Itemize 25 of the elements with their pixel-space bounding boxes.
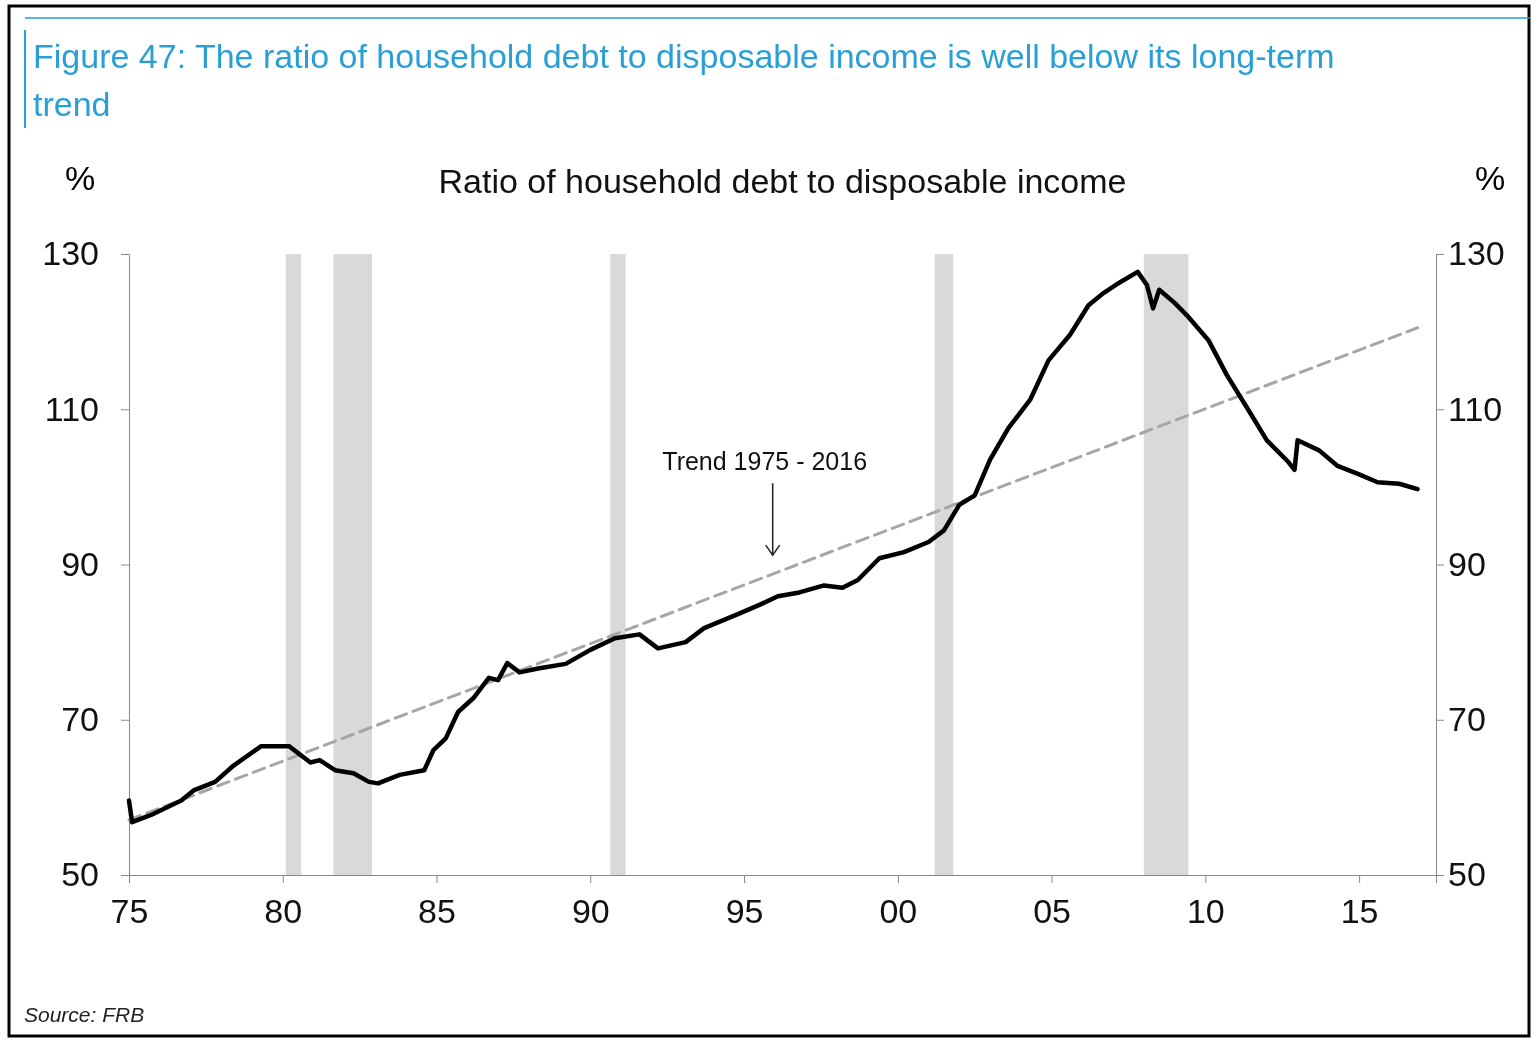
- annotation: Trend 1975 - 2016: [662, 447, 868, 476]
- x-tick-label: 85: [418, 892, 456, 931]
- x-tick-label: 05: [1033, 892, 1071, 931]
- y-axis-title: %: [64, 159, 96, 197]
- chart-subtitle: Ratio of household debt to disposable income: [438, 162, 1127, 200]
- y2-tick-label: 70: [1448, 700, 1486, 739]
- x-tick-label: 95: [725, 892, 764, 931]
- x-tick-label: 90: [571, 892, 610, 931]
- x-tick-label: 80: [264, 892, 303, 931]
- y2-tick-label: 50: [1448, 855, 1486, 894]
- x-tick-label: 10: [1186, 892, 1225, 931]
- y-tick-label: 50: [61, 855, 99, 894]
- y-tick-label: 110: [44, 389, 99, 428]
- y2-axis-title: %: [1474, 159, 1506, 197]
- y-tick-label: 90: [61, 544, 99, 583]
- y2-tick-label: 110: [1448, 389, 1503, 428]
- y2-tick-label: 90: [1448, 544, 1486, 583]
- chart-title: Figure 47: The ratio of household debt to disposable income is well below its long-term trend: [33, 37, 1335, 123]
- y-tick-label: 130: [42, 234, 99, 273]
- y-tick-label: 70: [61, 700, 99, 739]
- x-tick-label: 00: [879, 892, 918, 931]
- x-tick-label: 15: [1340, 892, 1379, 931]
- x-tick-label: 75: [110, 892, 149, 931]
- source-note: Source: FRB: [24, 1003, 145, 1026]
- y2-tick-label: 130: [1448, 234, 1505, 273]
